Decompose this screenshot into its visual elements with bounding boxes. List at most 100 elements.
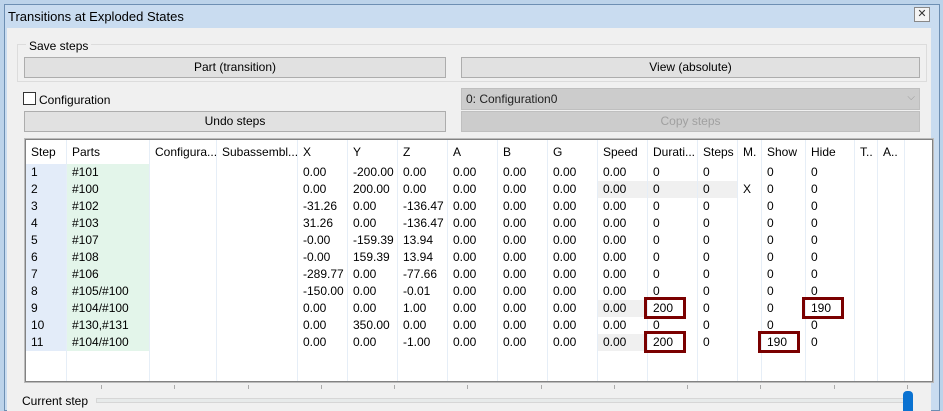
table-cell[interactable]: 0 — [703, 250, 710, 264]
table-cell[interactable] — [878, 181, 904, 198]
table-cell[interactable]: 0.00 — [603, 199, 627, 213]
table-cell[interactable]: #105/#100 — [67, 283, 149, 300]
table-cell[interactable] — [855, 164, 877, 181]
table-cell[interactable] — [217, 181, 297, 198]
table-cell[interactable]: #130,#131 — [67, 317, 149, 334]
table-cell[interactable]: 0.00 — [303, 335, 327, 349]
column-header[interactable]: T.. — [860, 145, 873, 159]
table-cell[interactable]: 0.00 — [303, 165, 327, 179]
table-cell[interactable]: 13.94 — [403, 250, 434, 264]
steps-table[interactable]: Step Parts Configura... Subassembl... X Y Z A B G… — [24, 138, 934, 383]
table-cell[interactable]: -0.00 — [303, 250, 331, 264]
table-cell[interactable]: 2 — [26, 181, 66, 198]
table-cell[interactable] — [855, 317, 877, 334]
table-cell[interactable]: 0.00 — [503, 199, 527, 213]
table-cell[interactable]: 0 — [703, 284, 710, 298]
table-cell[interactable]: 0.00 — [503, 216, 527, 230]
table-cell[interactable]: 0.00 — [553, 182, 577, 196]
table-cell[interactable]: 0.00 — [453, 233, 477, 247]
table-cell[interactable] — [878, 198, 904, 215]
table-cell[interactable]: 0 — [767, 165, 774, 179]
table-cell[interactable]: 0.00 — [503, 335, 527, 349]
table-cell[interactable]: -1.00 — [403, 335, 431, 349]
table-cell[interactable] — [217, 249, 297, 266]
table-cell[interactable] — [738, 249, 761, 266]
table-cell[interactable]: -136.47 — [403, 216, 444, 230]
table-cell[interactable] — [217, 283, 297, 300]
table-cell[interactable]: 0.00 — [303, 182, 327, 196]
table-cell[interactable]: #108 — [67, 249, 149, 266]
table-cell[interactable]: 0.00 — [353, 284, 377, 298]
table-cell[interactable]: 0 — [698, 181, 737, 198]
table-cell[interactable]: 0.00 — [503, 267, 527, 281]
column-header[interactable]: Parts — [72, 145, 101, 159]
table-cell[interactable]: 0 — [767, 301, 774, 315]
table-cell[interactable]: 5 — [26, 232, 66, 249]
table-cell[interactable]: 0.00 — [598, 300, 647, 317]
table-cell[interactable]: 0.00 — [553, 233, 577, 247]
table-cell[interactable]: #103 — [67, 215, 149, 232]
table-cell[interactable]: -150.00 — [303, 284, 344, 298]
table-cell[interactable]: 0.00 — [598, 181, 647, 198]
column-header[interactable]: A — [453, 145, 462, 159]
table-cell[interactable]: 0.00 — [453, 182, 477, 196]
table-cell[interactable]: 0.00 — [553, 216, 577, 230]
table-cell[interactable] — [738, 283, 761, 300]
table-cell[interactable] — [738, 215, 761, 232]
table-cell[interactable]: 0 — [653, 216, 660, 230]
table-cell[interactable]: 0 — [811, 284, 818, 298]
table-cell[interactable]: 10 — [26, 317, 66, 334]
table-cell[interactable]: 0 — [811, 233, 818, 247]
table-cell[interactable] — [150, 232, 216, 249]
table-cell[interactable]: 0.00 — [553, 250, 577, 264]
table-cell[interactable]: 0.00 — [303, 318, 327, 332]
table-cell[interactable]: 200 — [653, 335, 674, 349]
table-cell[interactable] — [217, 300, 297, 317]
table-cell[interactable]: 0.00 — [553, 301, 577, 315]
table-cell[interactable]: 0.00 — [403, 182, 427, 196]
table-cell[interactable]: 0.00 — [603, 318, 627, 332]
table-cell[interactable]: 0 — [653, 267, 660, 281]
table-cell[interactable] — [150, 198, 216, 215]
table-cell[interactable]: 0 — [703, 318, 710, 332]
table-cell[interactable]: 0.00 — [603, 216, 627, 230]
table-cell[interactable]: 0 — [767, 250, 774, 264]
column-header[interactable]: X — [303, 145, 312, 159]
column-header[interactable]: Speed — [603, 145, 638, 159]
table-cell[interactable] — [878, 334, 904, 351]
table-cell[interactable] — [217, 164, 297, 181]
table-cell[interactable]: 0 — [653, 233, 660, 247]
table-cell[interactable]: 0 — [703, 165, 710, 179]
table-cell[interactable] — [878, 232, 904, 249]
column-header[interactable]: Hide — [811, 145, 836, 159]
table-cell[interactable] — [878, 283, 904, 300]
table-cell[interactable] — [738, 198, 761, 215]
table-cell[interactable] — [217, 334, 297, 351]
table-cell[interactable]: 0.00 — [603, 284, 627, 298]
table-cell[interactable]: 0.00 — [553, 318, 577, 332]
table-cell[interactable] — [855, 198, 877, 215]
table-cell[interactable]: 9 — [26, 300, 66, 317]
table-cell[interactable]: 0 — [811, 250, 818, 264]
table-cell[interactable] — [738, 266, 761, 283]
table-cell[interactable]: 0 — [811, 165, 818, 179]
table-cell[interactable]: 0 — [811, 267, 818, 281]
table-cell[interactable] — [855, 334, 877, 351]
table-cell[interactable] — [217, 266, 297, 283]
table-cell[interactable]: 11 — [26, 334, 66, 351]
table-cell[interactable] — [855, 232, 877, 249]
table-cell[interactable] — [150, 215, 216, 232]
table-cell[interactable]: 0 — [767, 233, 774, 247]
table-cell[interactable]: 0.00 — [303, 301, 327, 315]
configuration-checkbox[interactable] — [23, 92, 36, 105]
table-cell[interactable]: #106 — [67, 266, 149, 283]
table-cell[interactable]: 0.00 — [453, 301, 477, 315]
table-cell[interactable]: 0.00 — [503, 284, 527, 298]
table-cell[interactable]: 0.00 — [453, 318, 477, 332]
table-cell[interactable]: 31.26 — [303, 216, 334, 230]
column-header[interactable]: Subassembl... — [222, 145, 299, 159]
table-cell[interactable]: 7 — [26, 266, 66, 283]
column-header[interactable]: Durati... — [653, 145, 696, 159]
table-cell[interactable]: 0 — [653, 250, 660, 264]
table-cell[interactable] — [738, 232, 761, 249]
